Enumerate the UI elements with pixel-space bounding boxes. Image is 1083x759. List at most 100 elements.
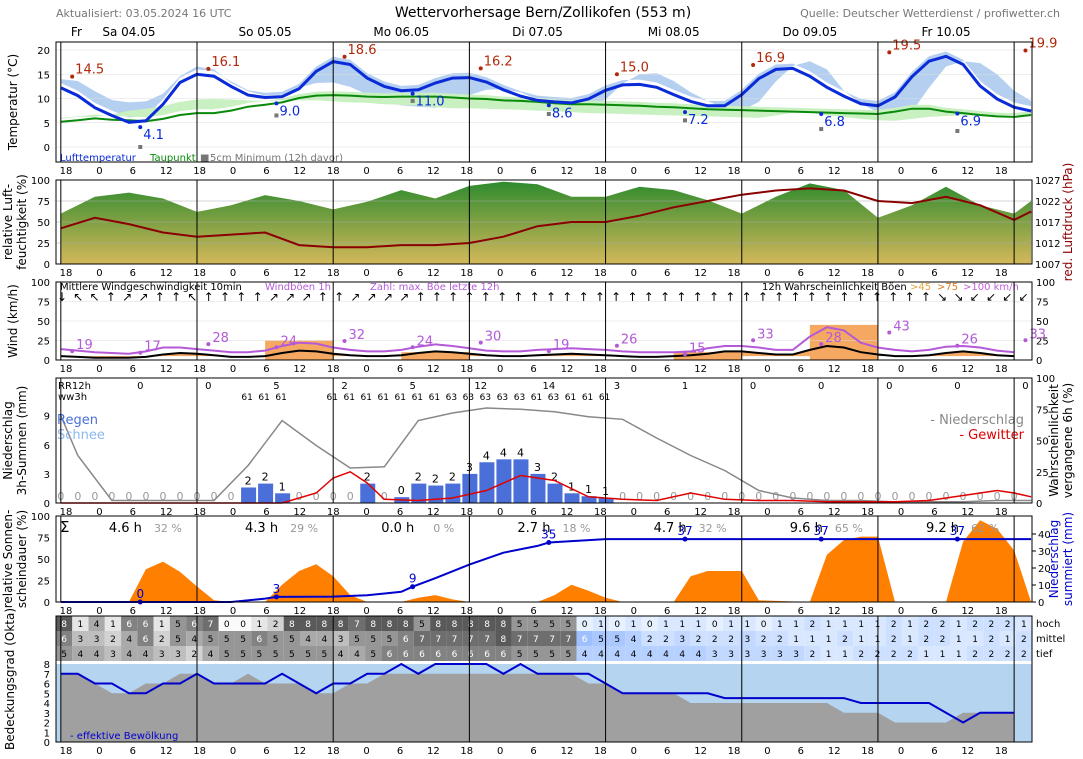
cloud-cell bbox=[446, 616, 463, 631]
cloud-cell-value: 3 bbox=[728, 650, 734, 660]
y-tick: 3 bbox=[44, 470, 50, 481]
ww3-value: 63 bbox=[514, 393, 525, 403]
y-axis-label-line1: Niederschlag bbox=[1, 401, 15, 479]
cloud-cell bbox=[137, 631, 154, 646]
hour-tick: 12 bbox=[961, 166, 974, 177]
cloud-cell bbox=[169, 616, 187, 631]
hour-tick: 18 bbox=[60, 268, 73, 279]
cloud-cell bbox=[788, 631, 805, 646]
sunshine-hours: 4.6 h bbox=[109, 521, 142, 536]
hour-tick: 12 bbox=[160, 746, 173, 757]
cloud-cell-value: 1 bbox=[842, 620, 848, 630]
cloud-cell bbox=[478, 616, 496, 631]
gust-max-label: 26 bbox=[621, 333, 638, 348]
gust-max-label: 33 bbox=[757, 327, 774, 342]
hour-tick: 18 bbox=[60, 166, 73, 177]
cloud-cell bbox=[739, 646, 756, 661]
tmin-label: 6.8 bbox=[824, 115, 845, 130]
precipitation-label: 0 bbox=[211, 490, 218, 503]
cloud-cell bbox=[72, 631, 89, 646]
cloud-cell-value: 4 bbox=[143, 650, 149, 660]
hour-tick: 12 bbox=[961, 507, 974, 518]
cloud-cell bbox=[527, 616, 544, 631]
ww3-value: 63 bbox=[446, 393, 457, 403]
y-axis-label: Temperatur (°C) bbox=[6, 54, 20, 151]
y-tick: 100 bbox=[31, 176, 50, 187]
y-tick: 50 bbox=[37, 317, 50, 328]
gust-max-label: 19 bbox=[553, 338, 570, 353]
precipitation-label: 0 bbox=[721, 490, 728, 503]
y-axis-label-line2: scheindauer (%) bbox=[15, 510, 29, 608]
cloud-cell-value: 2 bbox=[273, 620, 279, 630]
hour-tick: 6 bbox=[397, 507, 403, 518]
precipitation-bar bbox=[513, 459, 529, 503]
cloud-cell bbox=[625, 646, 642, 661]
cloud-cell-value: 1 bbox=[696, 620, 702, 630]
precipitation-label: 1 bbox=[585, 483, 592, 496]
gust-max-dot bbox=[614, 343, 619, 348]
hour-tick: 0 bbox=[363, 268, 369, 279]
wind-arrow: ↑ bbox=[595, 290, 605, 304]
precipitation-label: 0 bbox=[926, 490, 933, 503]
cloud-cell-value: 8 bbox=[387, 620, 393, 630]
panel-border bbox=[55, 41, 1033, 163]
gust-max-label: 30 bbox=[485, 330, 502, 345]
hour-tick: 6 bbox=[931, 364, 937, 375]
cloud-cell-value: 2 bbox=[858, 650, 864, 660]
hour-tick: 18 bbox=[594, 507, 607, 518]
precipitation-label: 4 bbox=[500, 446, 507, 459]
cloud-cell bbox=[251, 646, 268, 661]
hour-tick: 6 bbox=[263, 364, 269, 375]
cloud-cell-value: 6 bbox=[484, 650, 490, 660]
hour-tick: 0 bbox=[631, 268, 637, 279]
y-tick: 0 bbox=[44, 356, 50, 367]
hour-tick: 0 bbox=[230, 166, 236, 177]
cloud-cell bbox=[234, 646, 252, 661]
hour-tick: 0 bbox=[96, 268, 102, 279]
cloud-cell-value: 0 bbox=[224, 620, 230, 630]
cloud-cell-value: 2 bbox=[940, 620, 946, 630]
cloud-cell bbox=[462, 646, 479, 661]
cloud-cell-value: 1 bbox=[78, 620, 84, 630]
wind-arrow: ↗ bbox=[383, 290, 393, 304]
sunshine-probability: 65 % bbox=[835, 522, 863, 535]
sunshine-area bbox=[128, 520, 1032, 602]
precipitation-label: 4 bbox=[517, 446, 524, 459]
cloud-cell bbox=[495, 616, 512, 631]
day-label: Di 07.05 bbox=[512, 25, 563, 39]
legend-gust-max: Zahl: max. Böe letzte 12h bbox=[370, 282, 500, 293]
tmin-label: 8.6 bbox=[552, 106, 573, 121]
cloud-cell bbox=[544, 631, 561, 646]
cloud-cell bbox=[332, 646, 349, 661]
cloud-cell bbox=[1015, 646, 1032, 661]
cloud-cell-value: 2 bbox=[647, 635, 653, 645]
y-axis-label-line1: relative Luft- bbox=[1, 184, 15, 260]
precipitation-label: 2 bbox=[245, 474, 252, 487]
y2-tick: 50 bbox=[1036, 317, 1049, 328]
cloud-cell-value: 8 bbox=[305, 620, 311, 630]
cloud-cell-value: 5 bbox=[256, 650, 262, 660]
cloud-cell bbox=[446, 631, 463, 646]
precipitation-label: 0 bbox=[636, 490, 643, 503]
y-tick: 0 bbox=[44, 499, 50, 510]
cloud-cell-value: 1 bbox=[826, 620, 832, 630]
hour-tick: 18 bbox=[728, 364, 741, 375]
hour-tick: 0 bbox=[631, 364, 637, 375]
rr12-value: 14 bbox=[542, 381, 555, 392]
hour-tick: 18 bbox=[861, 746, 874, 757]
hour-tick: 0 bbox=[497, 606, 503, 617]
hour-tick: 18 bbox=[594, 746, 607, 757]
y-tick: 15 bbox=[37, 70, 50, 81]
gust-max-label: 26 bbox=[961, 333, 978, 348]
hour-tick: 0 bbox=[898, 364, 904, 375]
wind-arrow: ↙ bbox=[1002, 290, 1012, 304]
sunshine-hours: 4.7 h bbox=[654, 521, 687, 536]
tmin-dot bbox=[955, 111, 960, 116]
y2-tick: 50 bbox=[1036, 437, 1049, 448]
hour-tick: 12 bbox=[828, 166, 841, 177]
hour-tick: 6 bbox=[263, 746, 269, 757]
y2-tick: 30 bbox=[1038, 547, 1051, 558]
y2-tick: 0 bbox=[1038, 598, 1044, 609]
cloud-cell bbox=[186, 616, 203, 631]
